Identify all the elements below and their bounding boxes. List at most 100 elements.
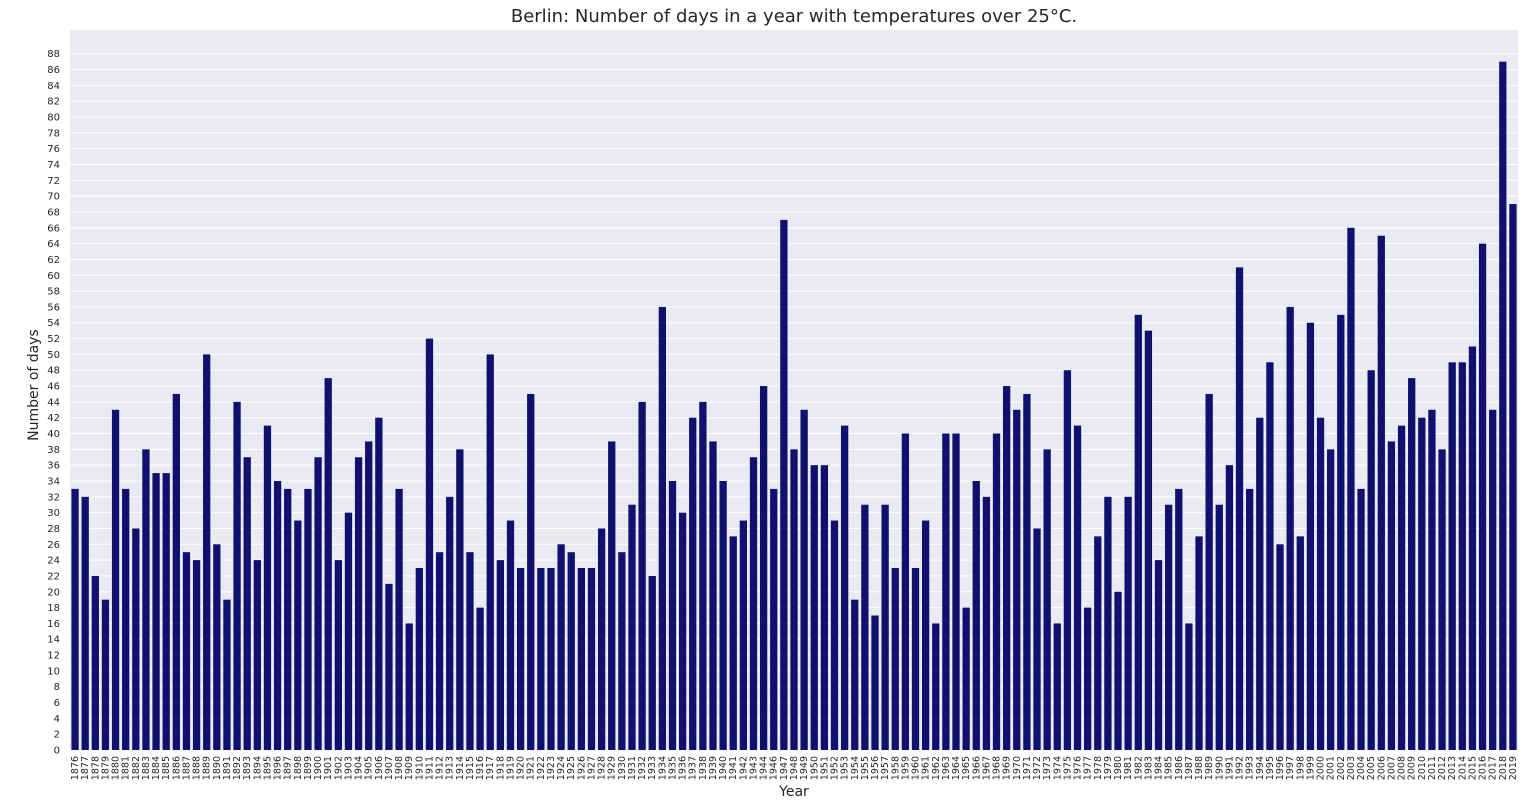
x-tick-label: 1927 [586,756,597,780]
bar [921,520,930,750]
x-tick-label: 1971 [1022,756,1033,780]
x-tick-label: 1934 [657,756,668,780]
bar [1023,393,1031,750]
x-tick-label: 2016 [1478,756,1489,780]
bar [952,433,960,750]
bar [456,449,464,750]
bar [1468,346,1477,750]
x-tick-label: 1908 [394,756,405,780]
bar [1013,409,1021,750]
y-tick-label: 16 [47,619,60,630]
y-tick-label: 62 [47,255,60,266]
x-tick-label: 1952 [830,756,841,780]
y-tick-label: 8 [54,682,60,693]
x-tick-label: 1991 [1224,756,1235,780]
x-tick-label: 1986 [1174,756,1185,780]
x-tick-label: 1985 [1164,756,1175,780]
x-tick-label: 1890 [212,756,223,780]
x-tick-label: 1910 [414,756,425,780]
bar [324,378,332,750]
bar [780,219,788,750]
bar [1225,465,1234,750]
x-tick-label: 1906 [374,756,385,780]
bar [1165,504,1173,750]
x-tick-label: 1937 [688,756,699,780]
bar [567,552,575,750]
x-tick-label: 1946 [769,756,780,780]
bar [1276,544,1284,750]
bar [162,473,170,750]
bar [577,568,586,750]
x-tick-label: 1980 [1113,756,1124,780]
x-tick-label: 2006 [1376,756,1387,780]
bar [152,473,160,750]
x-tick-label: 1894 [252,756,263,780]
bar [132,528,140,750]
y-axis-label: Number of days [26,329,42,441]
x-tick-label: 1957 [880,756,891,780]
x-tick-label: 1941 [728,756,739,780]
y-tick-label: 42 [47,413,60,424]
x-tick-label: 1936 [678,756,689,780]
x-tick-label: 1879 [100,756,111,780]
x-tick-label: 1972 [1032,756,1043,780]
x-tick-label: 1967 [981,756,992,780]
bar [962,607,970,750]
y-tick-label: 36 [47,461,60,472]
x-tick-label: 1999 [1305,756,1316,780]
x-tick-label: 1885 [161,756,172,780]
x-tick-label: 2013 [1447,756,1458,780]
y-tick-label: 14 [47,635,60,646]
x-axis-ticks: 1876 1877 1878 1879 1880 1881 1882 1883 1884 1885… [70,756,1519,780]
x-tick-label: 1902 [333,756,344,780]
x-tick-label: 1998 [1295,756,1306,780]
bar [122,488,130,750]
y-tick-label: 64 [47,239,60,250]
x-tick-label: 1950 [809,756,820,780]
x-tick-label: 1899 [303,756,314,780]
x-tick-label: 1949 [799,756,810,780]
x-tick-label: 1970 [1012,756,1023,780]
x-tick-label: 1989 [1204,756,1215,780]
bar [506,520,515,750]
x-tick-label: 1959 [900,756,911,780]
bar [415,568,423,750]
bar [1073,425,1082,750]
x-tick-label: 1969 [1002,756,1013,780]
bar [1327,449,1335,750]
y-tick-label: 54 [47,318,60,329]
x-tick-label: 1973 [1042,756,1053,780]
x-tick-label: 1982 [1133,756,1144,780]
x-tick-label: 2001 [1326,756,1337,780]
x-tick-label: 2014 [1457,756,1468,780]
bar [273,480,282,750]
x-tick-label: 1994 [1255,756,1266,780]
bar [91,575,99,750]
bar [810,465,818,750]
x-tick-label: 1876 [70,756,81,780]
x-tick-label: 1938 [698,756,709,780]
bar [516,568,525,750]
x-tick-label: 1954 [850,756,861,780]
bar [476,607,484,750]
bar [294,520,302,750]
bar [354,457,363,750]
x-tick-label: 1997 [1285,756,1296,780]
bar [1134,314,1142,750]
bar [314,457,322,750]
x-tick-label: 1895 [262,756,273,780]
x-tick-label: 1929 [607,756,618,780]
bar [547,568,555,750]
bar [1387,441,1396,750]
x-tick-label: 1951 [819,756,830,780]
x-tick-label: 1921 [526,756,537,780]
x-tick-label: 1947 [779,756,790,780]
bar [365,441,373,750]
y-tick-label: 46 [47,382,60,393]
y-axis-ticks: 0246810121416182022242628303234363840424… [47,49,60,756]
x-tick-label: 1996 [1275,756,1286,780]
x-tick-label: 1896 [273,756,284,780]
bar [233,401,241,750]
bar [466,552,474,750]
